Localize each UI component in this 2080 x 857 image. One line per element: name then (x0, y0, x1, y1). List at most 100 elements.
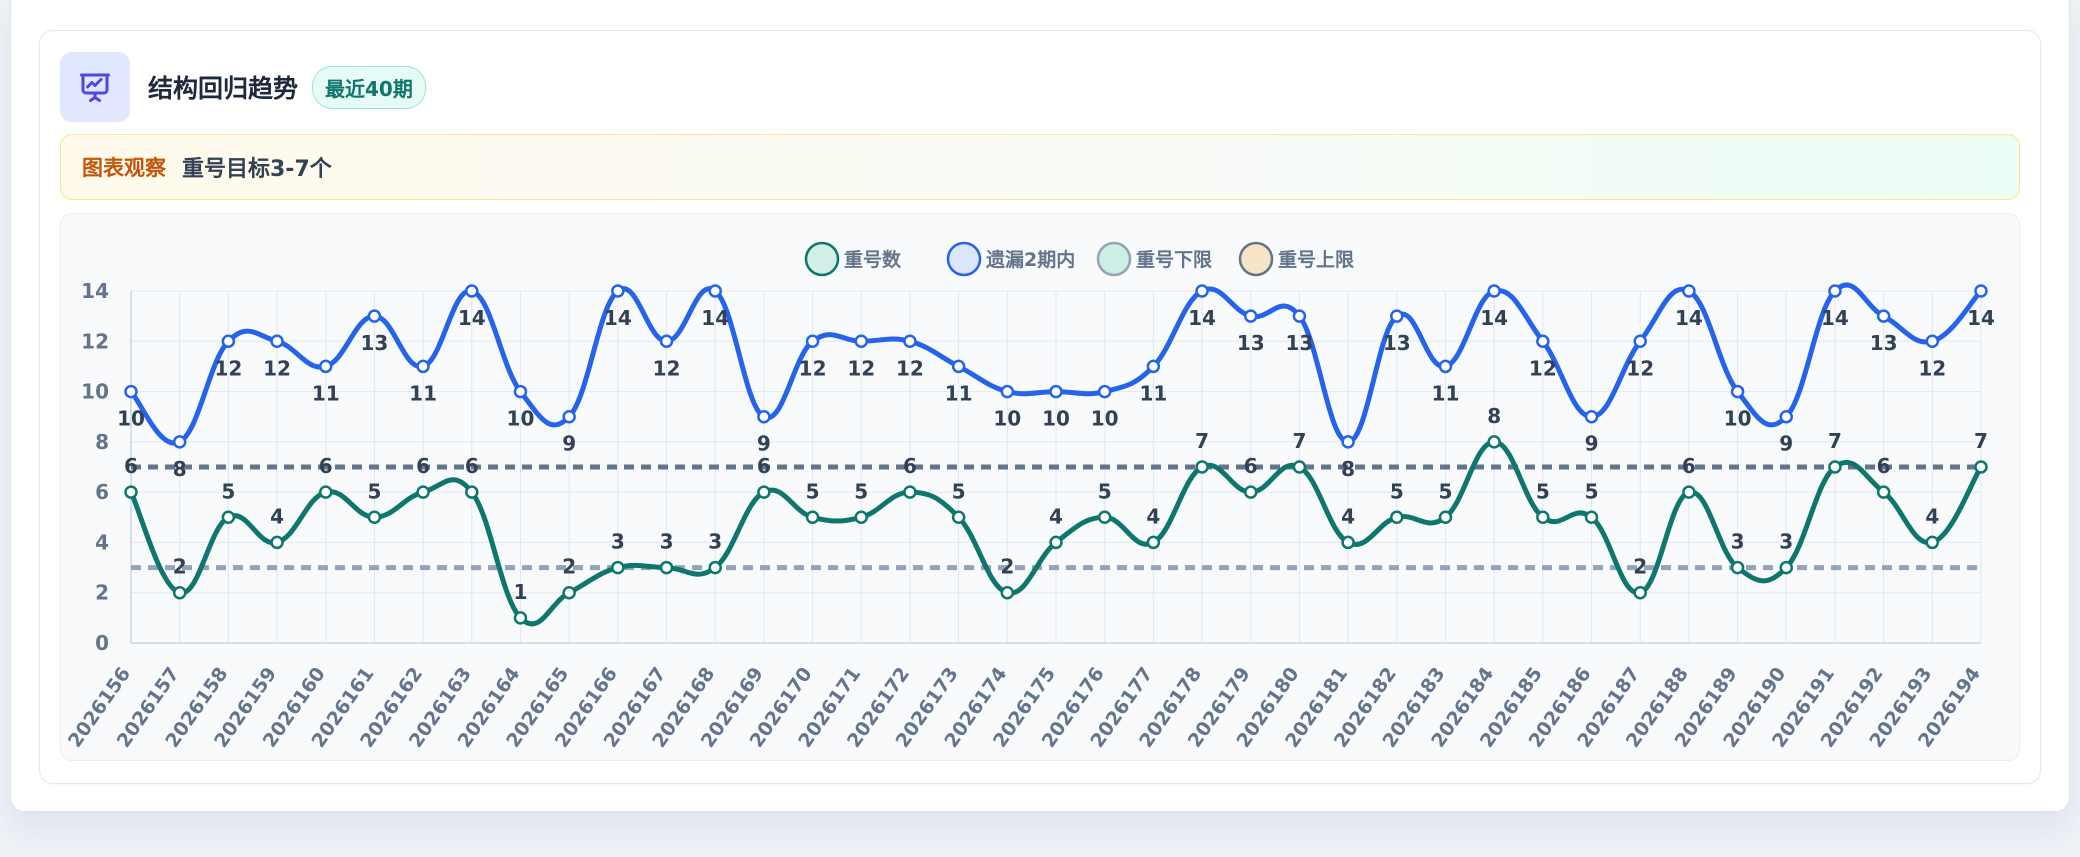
repeat-series-point (1828, 460, 1842, 474)
missed-series-point (757, 409, 771, 424)
missed-series-point (708, 284, 722, 298)
repeat-series-point (903, 485, 917, 499)
missed-series-data-label: 14 (1675, 306, 1703, 330)
repeat-series-point (1195, 460, 1209, 474)
missed-series-data-label: 11 (1139, 381, 1167, 405)
repeat-series-data-label: 6 (319, 454, 333, 478)
missed-series-point (611, 284, 625, 298)
missed-series-data-label: 12 (847, 356, 875, 380)
missed-series-point (1438, 359, 1453, 374)
missed-series-point (854, 334, 869, 349)
legend-item-repeat: 重号数 (804, 241, 902, 277)
missed-series-point (1925, 334, 1940, 349)
missed-series-point (805, 334, 820, 349)
repeat-series-data-label: 3 (1779, 530, 1793, 554)
repeat-series-data-label: 4 (270, 504, 284, 528)
repeat-series-data-label: 7 (1828, 429, 1842, 453)
repeat-series-data-label: 6 (1244, 454, 1258, 478)
missed-series-point (1536, 334, 1550, 349)
y-tick-label: 8 (95, 430, 109, 454)
observation-label: 图表观察 (82, 156, 166, 180)
legend-label: 遗漏2期内 (985, 248, 1075, 271)
legend-label: 重号下限 (1136, 249, 1212, 271)
missed-series-point (416, 359, 430, 374)
legend-swatch (946, 241, 982, 277)
missed-series-data-label: 9 (1585, 432, 1599, 456)
missed-series-data-label: 10 (993, 407, 1021, 431)
repeat-series-data-label: 5 (1585, 479, 1599, 503)
repeat-series-data-label: 4 (1341, 504, 1355, 528)
missed-series-data-label: 14 (1821, 306, 1849, 330)
missed-series-data-label: 12 (263, 356, 291, 380)
missed-series-data-label: 11 (1432, 381, 1460, 405)
missed-series-line (128, 282, 1984, 446)
repeat-series-data-label: 4 (1049, 504, 1063, 528)
missed-series-data-label: 11 (312, 381, 340, 405)
repeat-series-point (172, 585, 187, 600)
repeat-series-point (1487, 435, 1501, 449)
missed-series-point (1779, 409, 1794, 424)
missed-series-data-label: 8 (1341, 457, 1355, 481)
observation-banner: 图表观察 重号目标3-7个 (60, 134, 2020, 200)
missed-series-data-label: 10 (507, 407, 535, 431)
missed-series-data-label: 11 (945, 381, 973, 405)
repeat-series-points (124, 435, 1988, 625)
repeat-series-point (1341, 535, 1355, 550)
repeat-series-point (1536, 510, 1550, 525)
missed-series-point (1876, 309, 1891, 323)
repeat-series-point (367, 510, 382, 525)
repeat-series-point (513, 611, 528, 625)
missed-series-data-label: 13 (1870, 331, 1898, 355)
missed-series-point (1730, 384, 1745, 399)
repeat-series-point (1633, 585, 1647, 600)
missed-series-point (1584, 409, 1599, 424)
missed-series-data-label: 11 (409, 381, 437, 405)
missed-series-data-label: 12 (896, 356, 924, 380)
missed-series-point (1341, 435, 1355, 449)
repeat-series-point (1730, 560, 1745, 575)
missed-series-data-label: 8 (173, 457, 187, 481)
repeat-series-data-label: 3 (660, 530, 674, 554)
card-header: 结构回归趋势 最近40期 (60, 52, 426, 122)
missed-series-point (1487, 284, 1501, 298)
repeat-series-point (805, 510, 820, 525)
missed-series-data-label: 12 (1529, 356, 1557, 380)
legend-item-lower: 重号下限 (1096, 241, 1212, 277)
legend-swatch (804, 241, 840, 277)
missed-series-point (903, 334, 917, 349)
missed-series-point (1146, 359, 1161, 374)
missed-series-data-label: 12 (1918, 356, 1946, 380)
repeat-series-data-label: 6 (903, 454, 917, 478)
repeat-series-point (1000, 585, 1015, 600)
missed-series-point (124, 384, 138, 399)
legend-swatch (1238, 241, 1274, 277)
missed-series-data-label: 10 (1091, 407, 1119, 431)
missed-series-data-label: 10 (117, 407, 145, 431)
missed-series-point (1243, 309, 1258, 323)
repeat-series-data-label: 1 (514, 580, 528, 604)
missed-series-data-label: 13 (1285, 331, 1313, 355)
line-chart: 0246810121420261562026157202615820261592… (64, 241, 1995, 752)
missed-series-point (1682, 284, 1696, 298)
repeat-series-data-label: 5 (1390, 479, 1404, 503)
repeat-series-data-label: 3 (1731, 530, 1745, 554)
missed-series-point (318, 359, 333, 374)
missed-series-data-label: 10 (1042, 407, 1070, 431)
repeat-series-point (757, 485, 771, 499)
missed-series-point (562, 409, 576, 424)
repeat-series-point (1390, 510, 1404, 525)
repeat-series-point (951, 510, 966, 525)
chart-area: 0 2 4 6 8 10 12 14 2026156 2026157 2026158 2026159 2… (60, 213, 2020, 761)
repeat-series-point (1876, 485, 1891, 499)
missed-series-data-label: 12 (214, 356, 242, 380)
repeat-series-point (659, 560, 674, 575)
missed-series-point (172, 435, 187, 449)
repeat-series-data-label: 2 (1633, 555, 1647, 579)
repeat-series-point (1292, 460, 1307, 474)
legend-item-missed: 遗漏2期内 (946, 241, 1075, 277)
repeat-series-data-label: 8 (1487, 404, 1501, 428)
repeat-series-data-label: 5 (367, 479, 381, 503)
missed-series-data-label: 9 (757, 432, 771, 456)
missed-series-point (1974, 284, 1988, 298)
repeat-series-data-label: 7 (1195, 429, 1209, 453)
